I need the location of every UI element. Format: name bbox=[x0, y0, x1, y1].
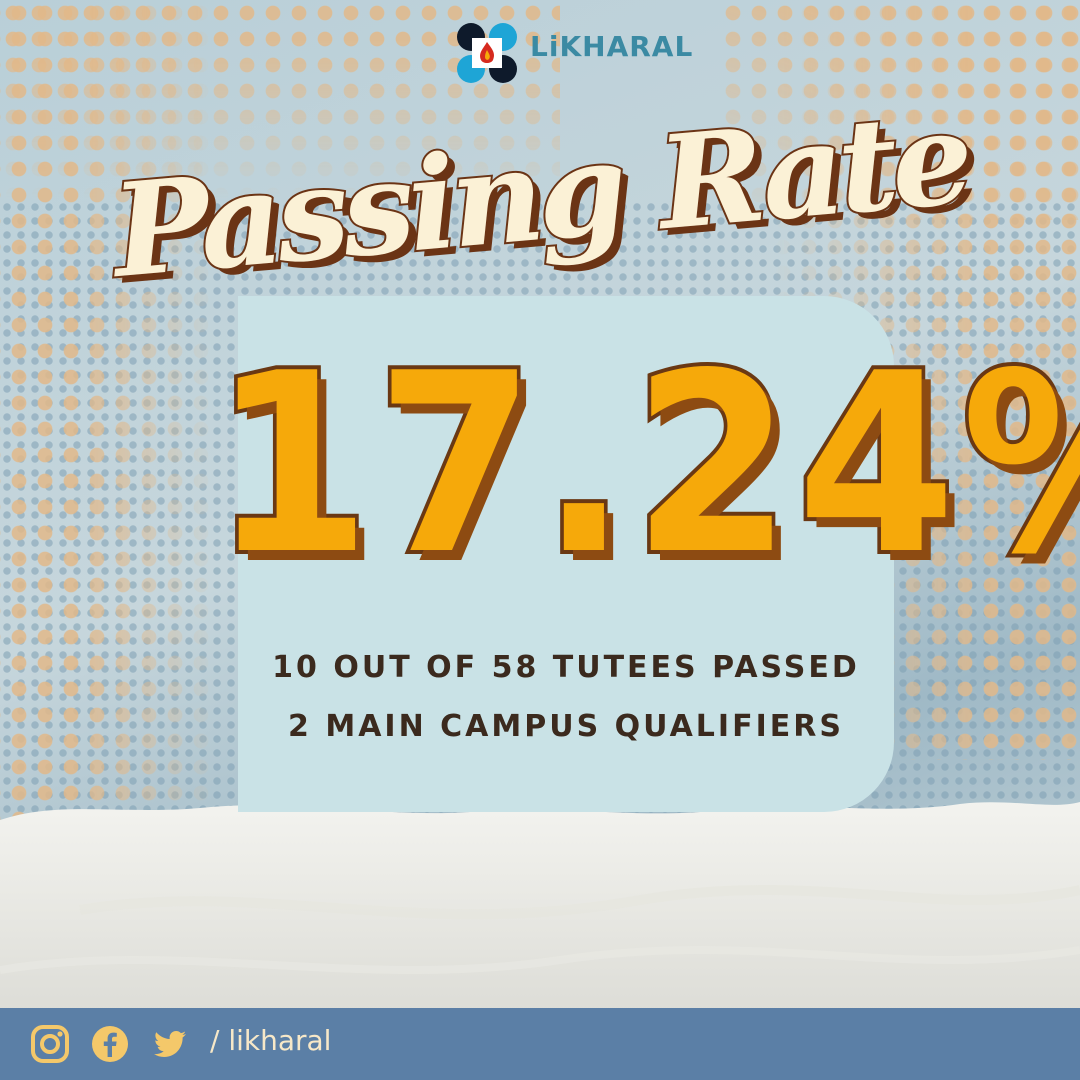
instagram-icon[interactable] bbox=[30, 1024, 70, 1064]
social-handle[interactable]: / likharal bbox=[210, 1024, 332, 1057]
torn-paper-background bbox=[0, 802, 1080, 1020]
facebook-icon[interactable] bbox=[90, 1024, 130, 1064]
stats-card bbox=[238, 296, 894, 812]
stat-line-passed: 10 OUT OF 58 TUTEES PASSED bbox=[272, 650, 860, 685]
brand-wordmark: LiKHARAL bbox=[530, 30, 694, 63]
passing-rate-value: 17.24% bbox=[208, 317, 1080, 613]
halftone-tan-pattern bbox=[0, 0, 220, 820]
organization-logo-icon bbox=[457, 23, 517, 83]
twitter-icon[interactable] bbox=[150, 1024, 190, 1064]
stat-line-qualifiers: 2 MAIN CAMPUS QUALIFIERS bbox=[288, 709, 844, 744]
